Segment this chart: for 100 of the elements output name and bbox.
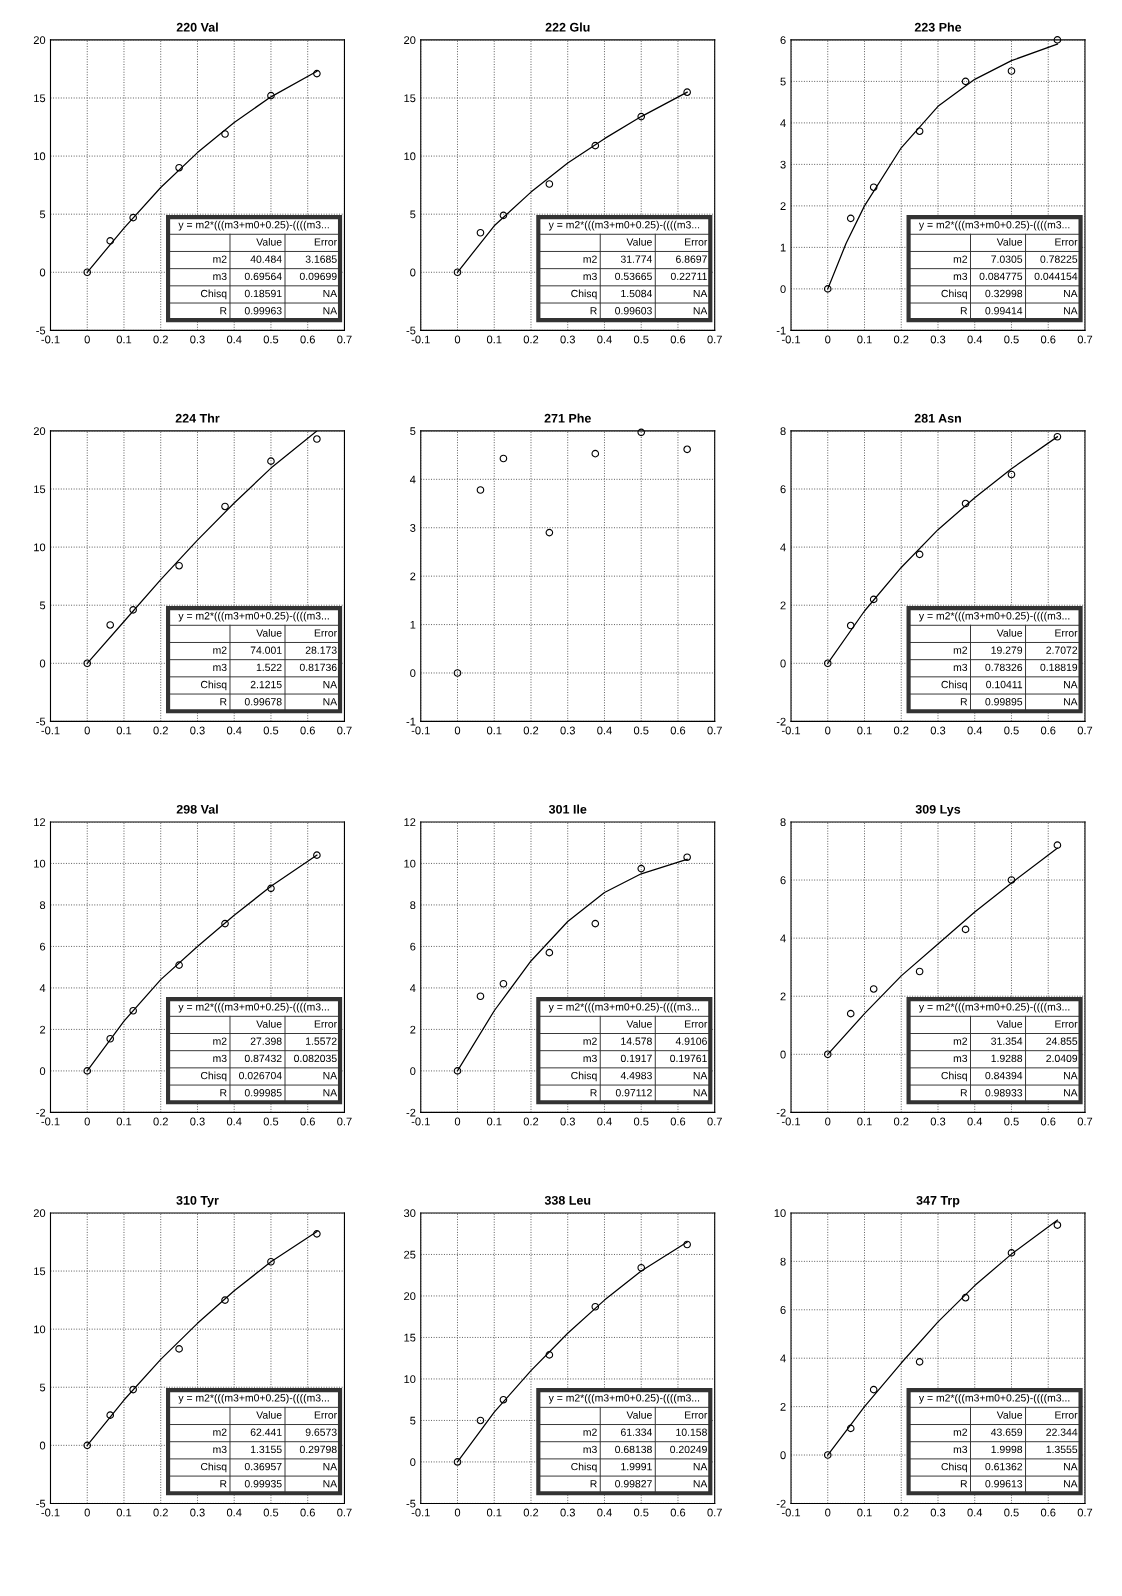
annotation: Chisq [200,1071,227,1082]
x-tick-label: 0.7 [1077,1508,1093,1517]
annotation: 62.441 [250,1428,282,1436]
annotation: 0.20249 [670,1445,707,1454]
y-tick-label: 3 [780,160,786,169]
annotation: 0.1917 [620,1054,652,1063]
y-tick-label: -5 [36,717,46,726]
x-tick-label: 0.3 [560,1508,575,1517]
chart-title: 220 Val [176,22,218,32]
annotation: 0.61362 [985,1462,1023,1471]
x-tick-label: 0.4 [597,1117,612,1126]
annotation: Value [256,238,282,246]
annotation: Chisq [941,1462,967,1473]
annotation: NA [693,1071,708,1080]
x-tick-label: -0.1 [781,335,801,344]
annotation: NA [693,1463,708,1471]
annotation: m3 [213,272,227,281]
annotation: Value [996,1020,1023,1028]
annotation: 0.18819 [1040,663,1078,672]
annotation: Value [256,1411,282,1419]
annotation: y = m2*(((m3+m0+0.25)-((((m3... [548,1002,700,1013]
x-tick-label: 0.4 [967,726,983,735]
annotation: NA [323,1480,338,1488]
x-tick-label: 0.4 [967,335,983,344]
annotation: R [960,307,968,315]
annotation: 0.32998 [985,289,1023,298]
x-tick-label: -0.1 [41,1117,60,1126]
annotation: Value [996,238,1023,246]
annotation: 0.69564 [244,272,282,281]
annotation: R [960,1089,968,1097]
x-tick-label: 0 [825,335,831,344]
y-tick-label: 2 [780,601,786,610]
x-tick-label: 0.1 [486,335,502,344]
y-tick-label: 5 [39,1383,46,1392]
x-tick-label: 0.5 [1004,726,1019,735]
annotation: NA [323,289,338,298]
annotation: 22.344 [1046,1428,1078,1436]
x-tick-label: -0.1 [411,1117,430,1126]
annotation: Error [1055,238,1078,246]
x-tick-label: 0.6 [1040,335,1056,344]
y-tick-label: 6 [410,942,416,951]
y-tick-label: 12 [34,818,46,826]
y-tick-label: 0 [39,1441,46,1450]
x-tick-label: -0.1 [781,726,801,735]
y-tick-label: -2 [776,1499,786,1508]
chart-title: 301 Ile [548,804,587,814]
annotation: 31.774 [620,255,653,263]
annotation: 3.1685 [305,255,337,263]
x-tick-label: 0.7 [707,726,722,735]
annotation: NA [1064,1463,1078,1471]
annotation: NA [693,307,708,315]
y-tick-label: 6 [780,1306,786,1314]
y-tick-label: 10 [34,1325,46,1334]
y-tick-label: 5 [39,210,46,219]
y-tick-label: 20 [404,36,416,45]
y-tick-label: -1 [406,717,416,726]
x-tick-label: 0.2 [893,1508,909,1517]
annotation: Error [685,1411,708,1419]
y-tick-label: 6 [780,876,786,885]
annotation: m3 [213,1054,227,1063]
y-tick-label: 30 [403,1209,416,1218]
annotation: Error [1055,1020,1078,1028]
annotation: 0.99935 [244,1480,282,1488]
chart-title: 347 Trp [916,1195,960,1208]
y-tick-label: 15 [34,485,46,494]
annotation: R [220,1089,227,1097]
y-tick-label: 0 [780,659,786,668]
x-tick-label: 0.5 [633,726,649,735]
annotation: 1.5572 [306,1037,337,1045]
annotation: 7.0305 [991,255,1023,263]
x-tick-label: 0.1 [486,1117,502,1126]
x-tick-label: 0.2 [523,335,539,344]
annotation: m3 [213,663,227,672]
x-tick-label: 0.5 [633,1508,649,1517]
annotation: m3 [953,1445,968,1454]
annotation: 0.99895 [985,698,1023,706]
x-tick-label: 0.6 [670,726,686,735]
annotation: 40.484 [250,255,282,263]
annotation: 6.8697 [676,255,707,263]
annotation: NA [1064,1071,1078,1080]
y-tick-label: 6 [780,485,786,494]
annotation: 31.354 [991,1037,1023,1045]
annotation: m3 [583,1445,597,1454]
x-tick-label: 0.1 [116,335,132,344]
x-tick-label: 0.4 [597,1508,612,1517]
x-tick-label: 0.4 [226,726,242,735]
y-tick-label: 2 [410,1025,416,1034]
x-tick-label: -0.1 [781,1117,801,1126]
annotation: Error [685,1020,708,1028]
annotation: 0.22711 [670,272,707,281]
x-tick-label: 0.4 [226,1117,242,1126]
x-tick-label: 0 [84,1508,90,1517]
x-tick-label: 0.2 [153,1117,168,1126]
x-tick-label: 0.1 [486,726,502,735]
y-tick-label: 0 [410,1458,416,1467]
annotation: y = m2*(((m3+m0+0.25)-((((m3... [548,1393,700,1404]
x-tick-label: -0.1 [41,335,60,344]
annotation: 0.68138 [615,1445,652,1454]
annotation: m3 [953,1054,968,1063]
y-tick-label: 0 [39,1067,46,1076]
